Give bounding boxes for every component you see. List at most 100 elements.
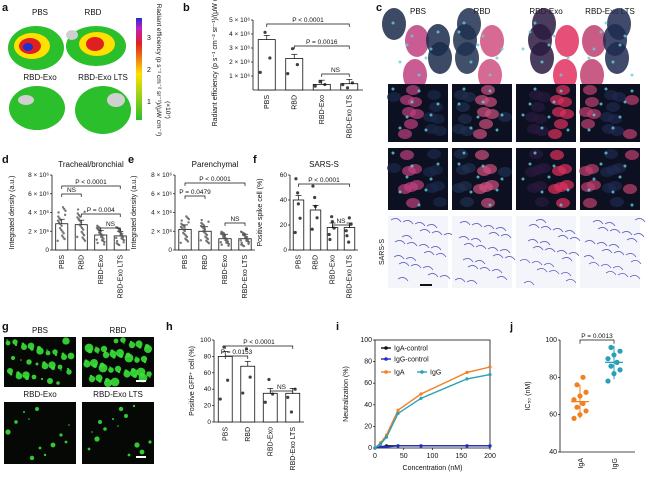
- stain-fibre: [467, 265, 479, 270]
- tissue-dot: [587, 188, 591, 192]
- e-dot: [187, 221, 190, 224]
- tissue-blob: [606, 102, 620, 112]
- i-ytick-label: 60: [364, 380, 372, 387]
- b-bar-0: [257, 39, 276, 91]
- image-bg: [388, 216, 448, 288]
- gfp-spot: [120, 337, 126, 343]
- colorbar-tick-label: 2: [147, 67, 151, 74]
- stain-fibre: [557, 235, 569, 240]
- stain-fibre: [390, 218, 402, 223]
- heat-blob: [86, 37, 104, 51]
- b-dot: [345, 86, 350, 90]
- tissue-blob: [602, 124, 616, 134]
- h-ytick-label: 20: [204, 403, 212, 410]
- histology-image: [516, 216, 581, 288]
- tissue-dot: [521, 177, 525, 181]
- gfp-spot: [98, 420, 102, 424]
- stain-fibre: [406, 242, 418, 247]
- j-letter: j: [509, 321, 513, 333]
- stain-fibre: [605, 271, 617, 276]
- stain-fibre: [410, 264, 422, 269]
- d-dot: [76, 235, 79, 239]
- d-dot: [83, 239, 87, 243]
- image-bg: [516, 216, 576, 288]
- tissue-blob: [402, 166, 416, 176]
- d-dot: [117, 229, 120, 233]
- tissue-dot: [599, 162, 603, 166]
- i-legend-marker: [384, 370, 388, 374]
- gfp-spot: [134, 442, 140, 448]
- e-dot: [219, 241, 222, 244]
- d-dot: [62, 236, 65, 239]
- i-series-point: [465, 370, 469, 374]
- f-dot: [315, 216, 319, 220]
- tissue-blob: [623, 129, 637, 139]
- h-ylabel: Positive GFP⁺ cell (%): [189, 346, 196, 416]
- d-ytick-label: 6 × 10⁶: [28, 191, 49, 198]
- gfp-spot: [108, 367, 114, 373]
- gfp-spot: [62, 337, 70, 345]
- stain-fibre: [568, 252, 580, 257]
- tissue-blob: [581, 182, 595, 192]
- tissue-blob: [454, 90, 468, 100]
- tissue-dot: [500, 113, 504, 117]
- tissue-blob: [406, 85, 420, 95]
- b-ytick-label: 2 × 10⁶: [229, 59, 250, 66]
- tissue-blob: [481, 198, 495, 208]
- i-ytick-label: 40: [364, 402, 372, 409]
- i-letter: i: [336, 321, 339, 333]
- e-stat-label: NS: [230, 216, 240, 223]
- tissue-dot: [566, 56, 570, 60]
- b-ytick-label: 5 × 10⁶: [229, 17, 250, 24]
- h-ytick-label: 80: [204, 353, 212, 360]
- stain-fibre: [621, 231, 633, 236]
- e-dot: [239, 239, 242, 242]
- tissue-blob: [625, 150, 639, 160]
- heat-blob: [23, 43, 33, 51]
- tissue-blob: [400, 150, 414, 160]
- i-series-point: [465, 377, 469, 381]
- f-dot: [347, 216, 351, 220]
- d-stat-label: P = 0.004: [87, 207, 115, 214]
- gfp-spot: [110, 377, 120, 387]
- histology-image: [516, 8, 579, 91]
- tissue-dot: [533, 151, 537, 155]
- gfp-spot: [148, 440, 152, 444]
- d-bracket: [100, 227, 121, 231]
- stain-fibre: [495, 227, 507, 232]
- tissue-blob: [477, 107, 491, 117]
- f-dot: [332, 226, 336, 230]
- gfp-spot: [68, 424, 70, 426]
- h-bar-0: [217, 355, 233, 423]
- tissue-dot: [528, 102, 532, 106]
- gfp-spot: [29, 455, 35, 461]
- tissue-blob: [623, 184, 637, 194]
- tissue-dot: [391, 151, 395, 155]
- stain-fibre: [626, 238, 638, 243]
- d-dot: [79, 225, 82, 228]
- tissue-blob: [460, 197, 474, 207]
- gfp-spot: [118, 406, 124, 412]
- tissue-dot: [630, 203, 634, 207]
- tissue-blob: [398, 184, 412, 194]
- i-series-point: [488, 444, 492, 448]
- stain-fibre: [539, 241, 551, 246]
- tissue-dot: [417, 73, 421, 77]
- e-dot: [202, 230, 205, 233]
- a-image-title: RBD-Exo LTS: [78, 73, 128, 82]
- tissue-dot: [618, 115, 622, 119]
- f-dot: [330, 220, 334, 224]
- tissue-blob: [387, 163, 401, 173]
- scale-bar: [616, 142, 628, 144]
- tissue-blob: [477, 166, 491, 176]
- tissue-blob: [554, 119, 568, 129]
- j-data-point: [583, 389, 589, 395]
- tissue-dot: [552, 164, 556, 168]
- i-series-line: [374, 373, 491, 449]
- h-dot: [244, 347, 249, 351]
- tissue-blob: [610, 197, 624, 207]
- e-bracket: [224, 222, 246, 226]
- tissue-dot: [424, 188, 428, 192]
- stain-fibre: [630, 260, 642, 265]
- tissue-dot: [547, 115, 551, 119]
